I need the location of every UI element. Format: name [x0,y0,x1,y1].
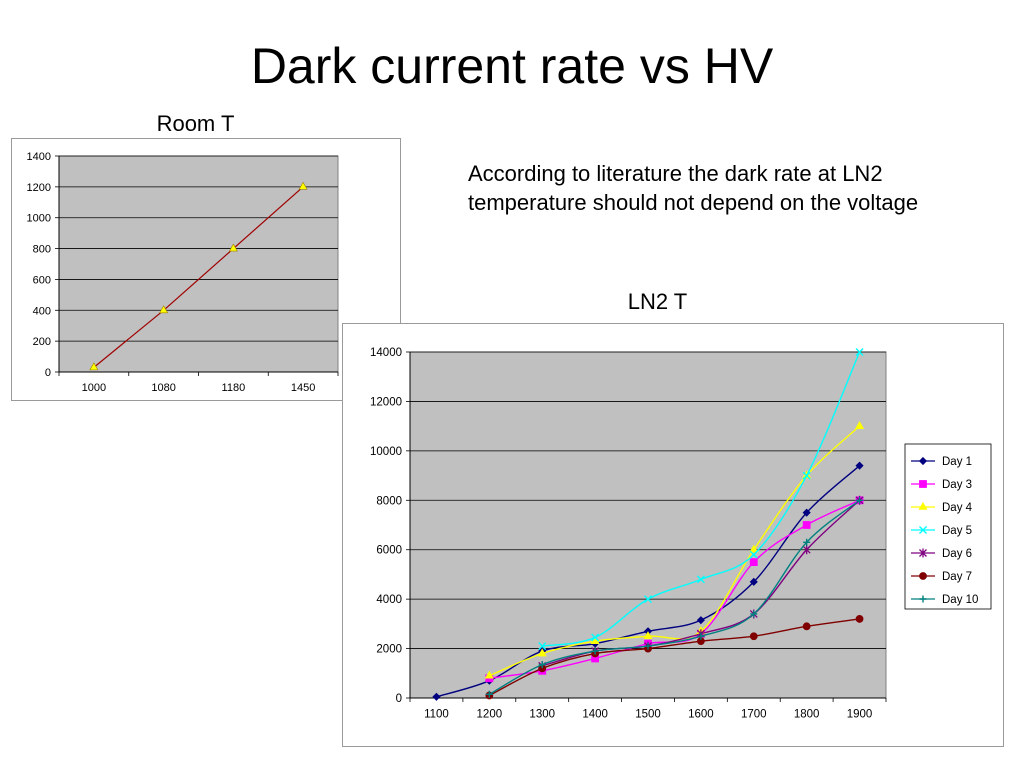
y-tick-label: 600 [33,274,51,286]
data-point [228,243,238,252]
x-tick-label: 1700 [741,709,767,721]
data-point [802,508,811,517]
data-point [432,692,441,701]
data-point [749,577,758,586]
x-tick-label: 1450 [291,382,315,394]
legend-label: Day 6 [942,548,972,560]
x-tick-label: 1200 [477,709,503,721]
data-point [298,181,308,190]
legend-box [904,443,992,610]
legend-label: Day 1 [942,456,972,468]
data-point [803,538,811,546]
data-point [802,471,811,480]
y-tick-label: 6000 [376,545,402,557]
legend-swatch-marker [919,526,927,534]
x-tick-label: 1000 [82,382,106,394]
plot-area [58,155,339,373]
y-tick-label: 12000 [370,396,402,408]
legend-label: Day 4 [942,502,973,514]
y-tick-label: 0 [45,367,51,379]
legend-swatch-marker [919,572,927,580]
y-tick-label: 1200 [27,182,51,194]
x-tick-label: 1400 [582,709,608,721]
data-point [855,615,864,623]
x-tick-label: 1800 [794,709,820,721]
legend-swatch-marker [919,595,927,603]
series-line-day-10 [488,499,860,695]
y-tick-label: 800 [33,244,51,256]
legend-label: Day 10 [942,594,978,606]
page-title: Dark current rate vs HV [250,38,774,94]
y-tick-label: 400 [33,305,51,317]
legend-label: Day 7 [942,571,972,583]
x-tick-label: 1500 [635,709,661,721]
data-point [644,642,652,650]
data-point [802,545,811,555]
data-point [697,632,705,640]
legend-swatch-marker [918,456,928,466]
room-temperature-caption: Room T [156,111,235,136]
data-point [591,633,600,642]
data-point [855,348,864,356]
ln2-t-chart: 0 2000 4000 6000 8000 10000 12000 14000 1100 1200… [342,323,1004,747]
data-point [749,544,759,553]
y-tick-label: 14000 [370,347,402,359]
data-point [855,461,864,470]
data-point [802,622,811,631]
data-point [749,550,758,559]
data-point [696,575,705,584]
data-point [855,421,865,429]
series-line [93,186,304,368]
y-tick-label: 8000 [376,495,402,507]
x-tick-label: 1180 [222,382,246,394]
series-line-day-3 [489,499,860,679]
data-point [750,610,758,618]
legend-label: Day 3 [942,479,972,491]
data-point [643,631,653,640]
data-point [538,642,547,651]
legend-swatch-marker [919,548,927,558]
room-t-chart-svg: 0 200 400 600 800 1000 1200 1400 1000 1080 1180 145… [27,151,339,394]
data-point [802,521,811,529]
ln2-temperature-caption: LN2 T [627,289,688,314]
literature-note: According to literature the dark rate at… [468,161,919,215]
series-line-day-7 [489,618,860,697]
data-point [484,670,494,679]
y-tick-label: 4000 [376,594,402,606]
x-tick-label: 1300 [529,709,555,721]
legend-label: Day 5 [942,525,972,537]
data-point [537,648,547,657]
legend-swatch-marker [919,480,927,488]
data-point [485,690,493,698]
legend-swatch-marker [918,501,928,510]
data-point [538,661,546,669]
y-tick-label: 1000 [27,213,51,225]
ln2-t-chart-svg: 0 2000 4000 6000 8000 10000 12000 14000 1100 1200… [370,347,992,721]
y-tick-label: 200 [33,336,51,348]
data-point [89,362,99,371]
y-tick-label: 0 [396,693,402,705]
y-tick-label: 1400 [27,151,51,163]
data-point [159,305,169,314]
x-tick-label: 1080 [151,382,175,394]
room-t-chart: 0 200 400 600 800 1000 1200 1400 1000 1080 1180 145… [11,138,401,401]
data-point [856,496,864,504]
data-point [644,595,652,604]
y-tick-label: 2000 [376,644,402,656]
data-point [696,616,705,625]
data-point [749,558,758,566]
y-tick-label: 10000 [370,446,402,458]
data-point [749,632,758,641]
x-tick-label: 1100 [424,709,449,721]
data-point [591,647,599,655]
series-line-day-1 [436,465,861,698]
x-tick-label: 1900 [847,709,873,721]
x-tick-label: 1600 [688,709,714,721]
